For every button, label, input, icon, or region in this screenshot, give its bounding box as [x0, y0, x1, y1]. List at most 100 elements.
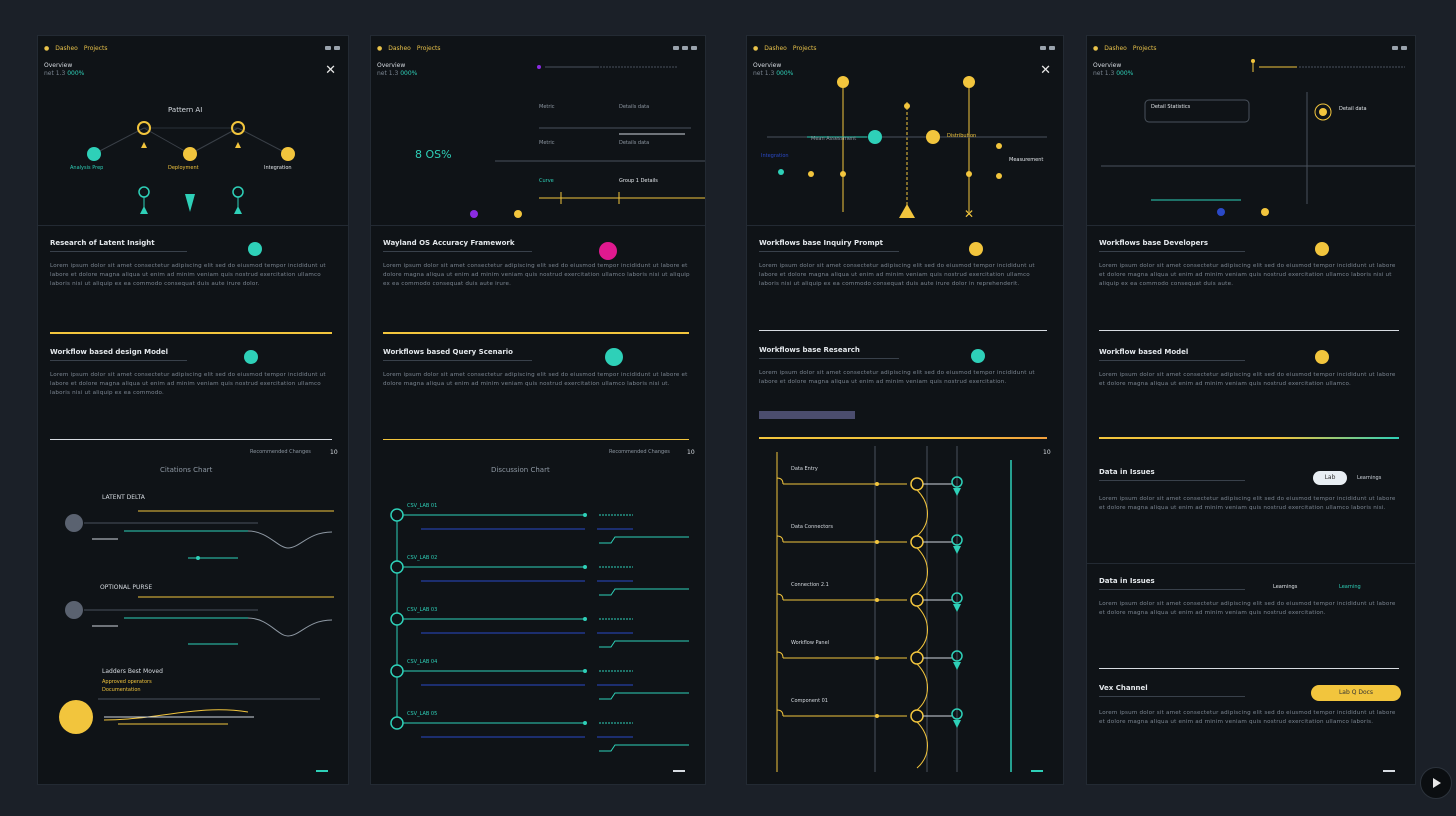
bell-icon[interactable]	[1392, 46, 1398, 50]
row-node	[910, 535, 924, 549]
row-line	[599, 744, 689, 752]
header: Overview net 1.3 000%	[1093, 62, 1133, 78]
row-node	[951, 592, 963, 604]
status-dot[interactable]	[605, 348, 623, 366]
more-link[interactable]: Recommended Changes	[609, 449, 670, 455]
section-title: Wayland OS Accuracy Framework	[383, 239, 515, 247]
learnings-link[interactable]: Learnings	[1357, 475, 1382, 481]
page-title: Overview	[377, 62, 406, 69]
status-dot[interactable]	[969, 242, 983, 256]
group-label-3: Ladders Best Moved	[102, 668, 163, 675]
menu-icon[interactable]	[1049, 46, 1055, 50]
row-label: CSV_LAB 05	[407, 711, 438, 717]
section-body: Lorem ipsum dolor sit amet consectetur a…	[1099, 496, 1396, 511]
menu-icon[interactable]	[691, 46, 697, 50]
status-dot[interactable]	[1315, 242, 1329, 256]
top-bar: ● Dasheo Projects	[1093, 42, 1407, 54]
row-point	[583, 565, 587, 569]
projects-link[interactable]: Projects	[83, 44, 108, 52]
projects-link[interactable]: Projects	[416, 44, 441, 52]
lab-toggle[interactable]: Lab	[1313, 471, 1347, 485]
row-node	[951, 476, 963, 488]
divider	[1099, 437, 1399, 439]
version-label: net 1.3	[44, 70, 66, 77]
app-name[interactable]: Dasheo	[55, 44, 78, 52]
divider	[759, 330, 1047, 331]
grid-diagram	[1101, 59, 1415, 216]
version-label: net 1.3	[753, 70, 775, 77]
projects-link[interactable]: Projects	[1132, 44, 1157, 52]
app-logo-icon: ●	[1093, 44, 1099, 52]
panel-overview-4: ● Dasheo Projects Overview net 1.3 000% …	[1086, 35, 1416, 785]
row-node	[951, 534, 963, 546]
section-title: Workflow based design Model	[50, 348, 169, 356]
divider	[759, 437, 1047, 439]
timeline-row-label: Data Entry	[791, 466, 818, 472]
status-dot[interactable]	[971, 349, 985, 363]
kpi-value: 8 OS%	[415, 148, 452, 161]
close-icon[interactable]: ✕	[1040, 63, 1051, 78]
app-name[interactable]: Dasheo	[388, 44, 411, 52]
menu-icon[interactable]	[334, 46, 340, 50]
version-label: net 1.3	[1093, 70, 1115, 77]
footer-indicator	[673, 770, 685, 772]
panel-overview-1: ● Dasheo Projects Overview net 1.3 000% …	[37, 35, 349, 785]
bell-icon[interactable]	[325, 46, 331, 50]
section-title: Research of Latent Insight	[50, 239, 155, 247]
section-body: Lorem ipsum dolor sit amet consectetur a…	[383, 372, 688, 387]
section-body: Lorem ipsum dolor sit amet consectetur a…	[50, 372, 326, 396]
diagram-title: Pattern AI	[168, 106, 203, 114]
discussion-graph	[390, 508, 689, 752]
menu-icon[interactable]	[1401, 46, 1407, 50]
status-dot[interactable]	[244, 350, 258, 364]
top-bar: ● Dasheo Projects	[377, 42, 697, 54]
flow-diagram	[87, 121, 295, 214]
section-developers: Workflows base Developers Lorem ipsum do…	[1099, 239, 1403, 289]
row-node	[951, 708, 963, 720]
section-title: Data in Issues	[1099, 577, 1155, 585]
close-icon[interactable]: ✕	[325, 63, 336, 78]
bell-icon[interactable]	[1040, 46, 1046, 50]
row-point	[583, 513, 587, 517]
row-value: Details data	[619, 140, 650, 146]
status-dot[interactable]	[248, 242, 262, 256]
panel-overview-2: ● Dasheo Projects Overview net 1.3 000% …	[370, 35, 706, 785]
section-title: Vex Channel	[1099, 684, 1148, 692]
section-title: Workflow based Model	[1099, 348, 1189, 356]
app-logo-icon: ●	[753, 44, 759, 52]
node-label-2: Deployment	[168, 165, 199, 171]
section-query: Workflows based Query Scenario Lorem ips…	[383, 348, 693, 389]
status-value: 000%	[776, 70, 794, 77]
app-name[interactable]: Dasheo	[1104, 44, 1127, 52]
divider	[1099, 330, 1399, 331]
row-node	[910, 477, 924, 491]
more-link[interactable]: Recommended Changes	[250, 449, 311, 455]
section-body: Lorem ipsum dolor sit amet consectetur a…	[383, 263, 690, 287]
status-dot[interactable]	[1315, 350, 1329, 364]
learnings-link[interactable]: Learnings	[1273, 584, 1298, 590]
row-value: Group 1 Details	[619, 178, 658, 184]
section-body: Lorem ipsum dolor sit amet consectetur a…	[1099, 601, 1396, 616]
row-curve	[916, 489, 928, 537]
row-bracket	[776, 477, 784, 485]
section-title: Workflows base Inquiry Prompt	[759, 239, 884, 247]
row-curve	[916, 605, 928, 653]
menu-icon[interactable]	[682, 46, 688, 50]
node-label-4: Measurement	[1009, 157, 1044, 163]
row-value: Details data	[619, 104, 650, 110]
status-dot[interactable]	[599, 242, 617, 260]
learning-link[interactable]: Learning	[1339, 584, 1361, 590]
section-body: Lorem ipsum dolor sit amet consectetur a…	[1099, 263, 1396, 287]
play-button[interactable]	[1420, 767, 1452, 799]
row-point	[875, 540, 879, 544]
row-bracket	[776, 709, 784, 717]
node-label-3: Integration	[761, 153, 789, 159]
projects-link[interactable]: Projects	[792, 44, 817, 52]
header: Overview net 1.3 000%	[377, 62, 417, 78]
bell-icon[interactable]	[673, 46, 679, 50]
action-pill[interactable]: Lab Q Docs	[1311, 685, 1401, 701]
row-marker	[953, 720, 961, 728]
app-name[interactable]: Dasheo	[764, 44, 787, 52]
row-curve	[916, 721, 928, 769]
count-badge: 10	[687, 449, 695, 456]
